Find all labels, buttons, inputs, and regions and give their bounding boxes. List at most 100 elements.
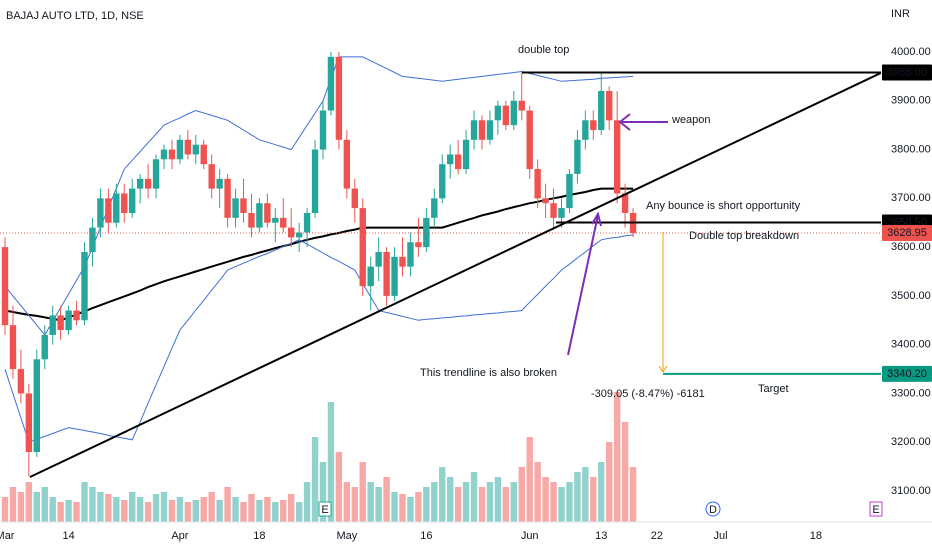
volume-bar: [542, 477, 549, 522]
x-tick-label: 13: [595, 530, 607, 542]
candle-body: [25, 393, 33, 452]
y-tick-label: 3400.00: [891, 339, 931, 351]
volume-bar: [494, 477, 502, 522]
candle-body: [558, 208, 565, 218]
volume-bar: [590, 477, 597, 522]
candle-body: [351, 188, 358, 209]
candle-body: [439, 164, 446, 199]
candle-body: [9, 325, 17, 370]
annotation: double top: [518, 44, 569, 56]
candle-body: [17, 369, 25, 394]
candle-body: [423, 217, 430, 248]
volume-bar: [33, 492, 40, 522]
candle-body: [335, 56, 343, 140]
y-tick-label: 4000.00: [891, 46, 931, 58]
candle-body: [295, 232, 303, 238]
candle-body: [327, 56, 335, 111]
volume-bar: [462, 482, 470, 522]
volume-bar: [399, 494, 406, 522]
y-tick-label: 3200.00: [891, 436, 931, 448]
volume-bar: [49, 497, 56, 522]
volume-bar: [152, 494, 160, 522]
volume-bar: [383, 477, 390, 522]
indicator-line: [4, 234, 634, 443]
y-tick-label: 3100.00: [891, 485, 931, 497]
candle-body: [65, 310, 72, 331]
volume-bar: [17, 492, 25, 522]
price-axis: [881, 0, 932, 522]
x-tick-label: Mar: [0, 530, 15, 542]
measure-arrow: [658, 365, 668, 373]
trend-arrow-head: [591, 211, 602, 227]
volume-bar: [41, 487, 48, 522]
candle-body: [105, 198, 112, 223]
price-label-box: [882, 64, 932, 81]
volume-bar: [534, 462, 541, 522]
volume-bar: [248, 494, 255, 522]
candle-body: [399, 256, 406, 267]
candle-body: [264, 203, 271, 223]
currency: INR: [891, 8, 910, 20]
candle-body: [303, 212, 311, 233]
candle-body: [216, 178, 223, 189]
y-tick-label: 3300.00: [891, 387, 931, 399]
candle-body: [248, 212, 255, 228]
candle-body: [152, 159, 160, 189]
x-tick-label: Jun: [521, 530, 539, 542]
candle-body: [160, 149, 168, 160]
candle-body: [574, 139, 581, 174]
candle-body: [542, 198, 549, 204]
candle-body: [391, 256, 398, 296]
event-marker: [318, 501, 332, 517]
trend-arrow: [567, 214, 599, 356]
volume-bar: [606, 442, 613, 522]
volume-bar: [327, 402, 335, 522]
candle-body: [168, 149, 176, 160]
volume-bar: [359, 462, 366, 522]
y-tick-label: 3800.00: [891, 143, 931, 155]
weapon-arrow-head: [618, 113, 631, 131]
candle-body: [208, 164, 215, 189]
volume-bar: [518, 467, 525, 522]
event-marker: [705, 501, 721, 517]
volume-bar: [598, 462, 605, 522]
candle-body: [81, 252, 88, 321]
candle-body: [57, 315, 64, 331]
candle-body: [1, 247, 9, 326]
candle-body: [359, 208, 366, 287]
candle-body: [343, 139, 351, 189]
candle-body: [33, 359, 40, 452]
candle-body: [97, 198, 104, 228]
x-tick-label: Apr: [171, 530, 188, 542]
volume-bar: [57, 502, 64, 522]
x-tick-label: May: [336, 530, 357, 542]
candle-body: [613, 120, 621, 194]
candle-body: [462, 139, 470, 170]
candle-body: [192, 144, 199, 155]
volume-bar: [558, 487, 565, 522]
x-tick-label: Jul: [713, 530, 727, 542]
candle-body: [383, 252, 390, 296]
volume-bar: [431, 482, 438, 522]
volume-bar: [256, 500, 263, 522]
candle-body: [200, 144, 207, 165]
volume-bar: [319, 462, 327, 522]
candle-body: [478, 120, 486, 140]
x-tick-label: 16: [420, 530, 432, 542]
candle-body: [49, 315, 56, 335]
volume-bar: [232, 497, 239, 522]
x-tick-label: 22: [651, 530, 663, 542]
volume-bar: [176, 497, 184, 522]
candle-body: [494, 105, 502, 121]
volume-bar: [629, 467, 637, 522]
candle-body: [590, 120, 597, 131]
volume-bar: [216, 500, 223, 522]
annotation: Target: [758, 383, 789, 395]
event-marker-label: D: [709, 504, 717, 516]
candle-body: [510, 100, 517, 126]
candle-body: [526, 110, 533, 170]
volume-bar: [613, 392, 621, 522]
volume-bar: [502, 487, 510, 522]
volume-bar: [264, 497, 271, 522]
annotation: weapon: [671, 114, 711, 126]
